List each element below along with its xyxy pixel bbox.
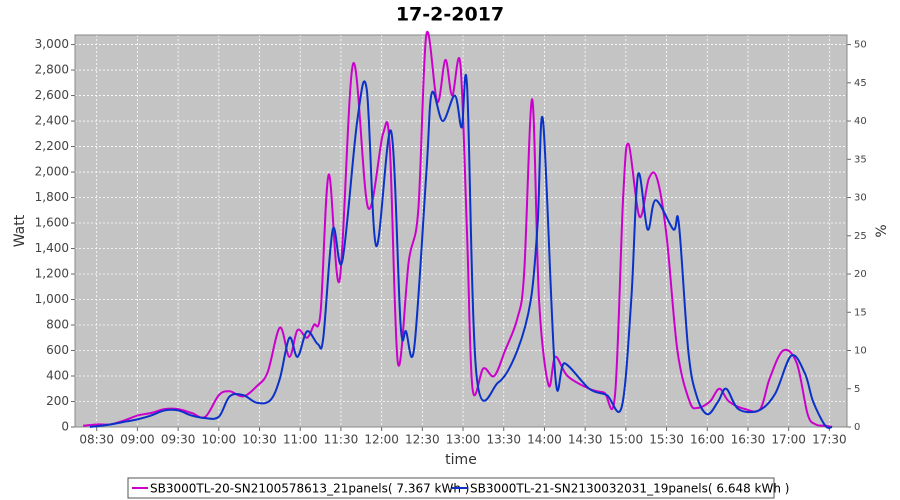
y-tick-label: 2,800: [35, 63, 69, 77]
y-tick-label: 0: [61, 420, 69, 434]
x-tick-label: 12:00: [364, 433, 399, 447]
y2-tick-label: 20: [854, 269, 867, 280]
y2-tick-label: 25: [854, 231, 867, 242]
y2-tick-label: 30: [854, 193, 867, 204]
x-tick-label: 15:00: [609, 433, 644, 447]
y2-tick-label: 50: [854, 40, 867, 51]
y2-tick-label: 45: [854, 78, 867, 89]
y-tick-label: 1,200: [35, 267, 69, 281]
x-tick-label: 09:00: [120, 433, 155, 447]
y-axis-label: Watt: [12, 214, 28, 247]
y-tick-label: 200: [46, 394, 69, 408]
y-tick-label: 600: [46, 343, 69, 357]
x-tick-label: 14:00: [527, 433, 562, 447]
y-tick-label: 1,600: [35, 216, 69, 230]
y-tick-label: 1,000: [35, 292, 69, 306]
x-tick-label: 12:30: [405, 433, 440, 447]
y-tick-label: 2,400: [35, 114, 69, 128]
chart-title: 17-2-2017: [396, 4, 504, 26]
y2-axis-label: %: [874, 224, 890, 237]
y-tick-label: 2,200: [35, 139, 69, 153]
y-tick-label: 800: [46, 318, 69, 332]
y-tick-label: 3,000: [35, 37, 69, 51]
x-tick-label: 10:30: [242, 433, 277, 447]
y2-tick-label: 0: [854, 422, 860, 433]
y2-tick-label: 15: [854, 307, 867, 318]
y-tick-label: 2,000: [35, 165, 69, 179]
x-tick-label: 16:30: [731, 433, 766, 447]
legend-label: SB3000TL-20-SN2100578613_21panels( 7.367…: [150, 482, 469, 496]
series-line: [89, 74, 833, 429]
x-tick-label: 08:30: [79, 433, 114, 447]
x-tick-label: 14:30: [568, 433, 603, 447]
x-tick-label: 11:00: [283, 433, 318, 447]
y2-tick-label: 40: [854, 116, 867, 127]
plot-border: [74, 34, 848, 428]
x-tick-label: 17:00: [771, 433, 806, 447]
x-tick-label: 16:00: [690, 433, 725, 447]
x-tick-label: 17:30: [812, 433, 847, 447]
y2-tick-label: 5: [854, 384, 860, 395]
y2-tick-label: 35: [854, 154, 867, 165]
x-tick-label: 13:30: [486, 433, 521, 447]
x-axis-label: time: [445, 452, 477, 468]
y-tick-label: 1,400: [35, 241, 69, 255]
x-tick-label: 10:00: [202, 433, 237, 447]
y-tick-label: 400: [46, 369, 69, 383]
y2-tick-label: 10: [854, 346, 867, 357]
y-tick-label: 2,600: [35, 88, 69, 102]
x-tick-label: 13:00: [446, 433, 481, 447]
plot-area: [75, 35, 847, 427]
legend-label: SB3000TL-21-SN2130032031_19panels( 6.648…: [470, 482, 789, 496]
x-tick-label: 11:30: [324, 433, 359, 447]
legend-box: [127, 477, 775, 499]
x-tick-label: 09:30: [161, 433, 196, 447]
y-tick-label: 1,800: [35, 190, 69, 204]
x-tick-label: 15:30: [649, 433, 684, 447]
